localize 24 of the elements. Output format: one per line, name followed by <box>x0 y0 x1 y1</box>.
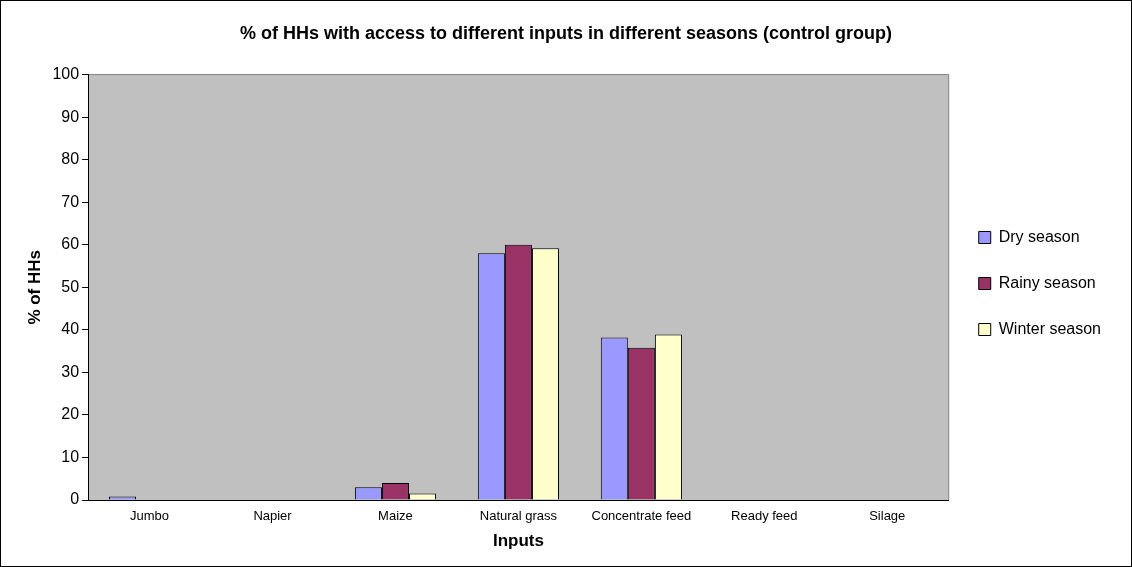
y-tick-label: 40 <box>61 320 80 338</box>
y-tick-label: 80 <box>61 150 80 168</box>
x-tick-label: Jumbo <box>130 508 170 524</box>
y-tick-label: 100 <box>52 65 80 83</box>
chart-title: % of HHs with access to different inputs in different seasons (control group) <box>239 22 893 43</box>
y-tick-label: 20 <box>61 405 80 423</box>
y-tick-label: 10 <box>61 447 80 465</box>
y-tick-label: 50 <box>61 277 80 295</box>
y-tick-label: 30 <box>61 362 80 380</box>
legend-label: Winter season <box>998 319 1101 337</box>
legend-label: Rainy season <box>998 273 1096 291</box>
y-tick-label: 0 <box>70 490 80 508</box>
legend-label: Dry season <box>998 227 1080 245</box>
x-tick-label: Natural grass <box>479 508 558 524</box>
y-axis-title: % of HHs <box>24 249 44 325</box>
x-tick-label: Silage <box>869 508 906 524</box>
y-tick-label: 70 <box>61 192 80 210</box>
x-axis-title: Inputs <box>492 531 544 551</box>
x-tick-label: Concentrate feed <box>591 508 692 524</box>
y-tick-label: 90 <box>61 107 80 125</box>
x-tick-label: Ready feed <box>731 508 798 524</box>
x-tick-label: Napier <box>253 508 293 524</box>
y-tick-label: 60 <box>61 235 80 253</box>
x-tick-label: Maize <box>378 508 413 524</box>
